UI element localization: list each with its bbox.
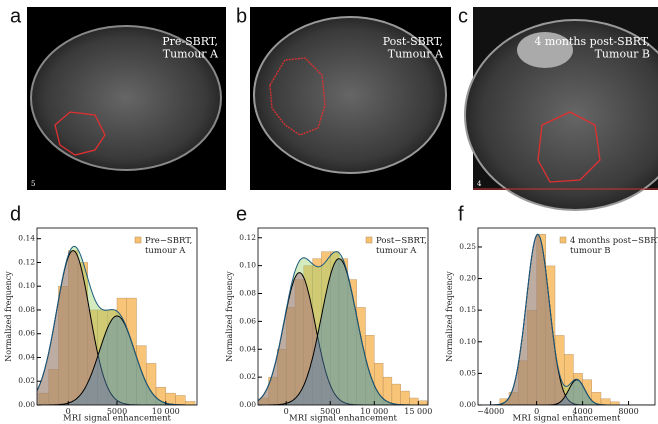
bar [409, 397, 419, 405]
legend-label: Post−SBRT, tumour A [376, 236, 427, 256]
corner-label: 5 [31, 180, 35, 188]
y-tick-label: 0.08 [239, 289, 256, 298]
y-axis-label: Normalized frequency [445, 271, 454, 362]
fit-component-area [37, 250, 197, 405]
x-tick-label: 0 [66, 407, 71, 416]
x-tick-label: 10 000 [152, 407, 180, 416]
y-tick-label: 0.12 [18, 257, 35, 266]
y-tick-label: 0.02 [18, 376, 35, 385]
bar [600, 398, 611, 405]
panel-letter: c [458, 5, 468, 27]
mri-image [27, 7, 226, 190]
x-tick-label: 4000 [572, 407, 592, 416]
y-tick-label: 0.10 [18, 281, 35, 290]
y-tick-label: 0.15 [459, 305, 476, 314]
legend-swatch [365, 236, 373, 244]
bar [185, 401, 196, 405]
chart: e 0.00 0.02 0.04 0.06 0.08 0.10 0.12 0 5000 10 000… [225, 203, 432, 423]
bar [146, 363, 157, 405]
chart: d 0.00 0.02 0.04 0.06 0.08 0.10 0.12 0.14 0 5000 10… [4, 203, 198, 424]
legend-swatch [559, 236, 567, 244]
y-tick-label: 0.14 [18, 234, 35, 243]
x-tick-label: 8000 [618, 407, 638, 416]
fit-component [478, 379, 655, 405]
legend-swatch [134, 236, 142, 244]
fit-envelope [478, 233, 655, 405]
y-tick-label: 0.10 [239, 261, 256, 270]
y-tick-label: 0.12 [239, 233, 256, 242]
fit-component-area [37, 315, 197, 405]
bar [400, 390, 410, 405]
fit-component-area [478, 379, 655, 405]
panel-letter: f [458, 203, 464, 225]
plot [478, 233, 655, 405]
x-tick-label: 5000 [320, 407, 340, 416]
y-tick-label: 0.08 [18, 305, 35, 314]
y-tick-label: 0.10 [459, 337, 476, 346]
fit-component-area [258, 258, 428, 405]
mri-image [250, 7, 451, 190]
y-tick-label: 0.00 [239, 400, 256, 409]
image-caption: Post-SBRT, Tumour A [383, 35, 444, 61]
image-caption: 4 months post-SBRT, Tumour B [534, 35, 650, 61]
legend-label: Pre−SBRT, tumour A [145, 236, 192, 256]
y-tick-label: 0.06 [18, 329, 35, 338]
x-axis-label: MRI signal enhancement [63, 414, 172, 424]
x-axis-label: MRI signal enhancement [513, 414, 622, 424]
bar [391, 383, 401, 405]
legend-label: 4 months post−SBRT, tumour B [570, 236, 658, 256]
fit-component-area [478, 234, 655, 405]
panel-letter: e [236, 203, 247, 225]
x-tick-label: 10 000 [360, 407, 388, 416]
y-tick-label: 0.02 [239, 372, 256, 381]
plot-frame [257, 227, 429, 406]
y-tick-label: 0.04 [239, 344, 256, 353]
panel-letter: a [10, 5, 22, 27]
mri-image [464, 7, 658, 211]
x-tick-label: 0 [534, 407, 539, 416]
y-axis-label: Normalized frequency [4, 271, 13, 362]
x-tick-label: 0 [284, 407, 289, 416]
bar [175, 395, 186, 405]
image-caption: Pre-SBRT, Tumour A [162, 35, 219, 61]
y-tick-label: 0.06 [239, 316, 256, 325]
y-axis-label: Normalized frequency [225, 271, 234, 362]
y-tick-label: 0.25 [459, 242, 476, 251]
x-tick-label: −4000 [477, 407, 504, 416]
fit-component-area [258, 272, 428, 405]
fit-envelope-area [478, 234, 655, 405]
y-tick-label: 0.00 [459, 400, 476, 409]
x-tick-label: 15 000 [404, 407, 432, 416]
plot [37, 245, 197, 405]
x-tick-label: 5000 [107, 407, 127, 416]
chart: f 0.00 0.05 0.10 0.15 0.20 0.25 −4000 0 4000 8000M… [445, 203, 658, 423]
panel-letter: d [10, 203, 21, 225]
fit-envelope-area [258, 251, 428, 405]
bar [418, 400, 428, 405]
x-axis-label: MRI signal enhancement [289, 414, 398, 424]
y-tick-label: 0.05 [459, 368, 476, 377]
y-tick-label: 0.00 [18, 400, 35, 409]
panel-letter: b [236, 5, 247, 27]
plot [258, 251, 428, 405]
plot-frame [477, 227, 656, 406]
y-tick-label: 0.20 [459, 274, 476, 283]
corner-label: 4 [477, 180, 482, 188]
y-tick-label: 0.04 [18, 352, 35, 361]
fit-envelope-area [37, 246, 197, 405]
bar [609, 401, 620, 405]
fit-envelope [37, 245, 197, 405]
